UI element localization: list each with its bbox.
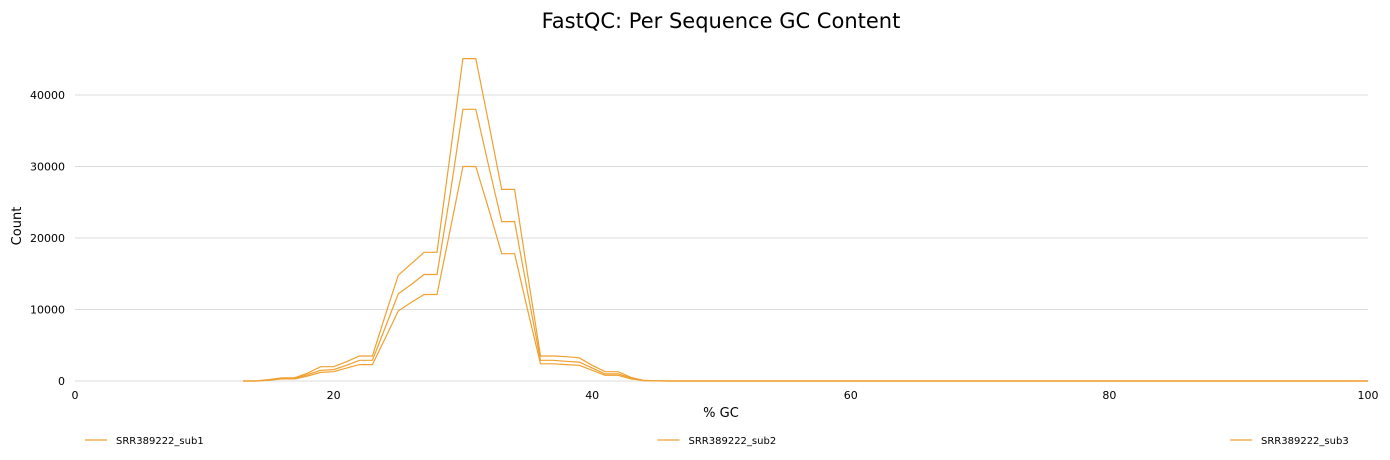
y-axis-ticks: 0 10000 20000 30000 40000 [30,89,65,388]
y-tick-label: 40000 [30,89,65,102]
series-lines [243,58,1368,382]
legend-item[interactable]: SRR389222_sub1 [85,436,204,447]
y-tick-label: 0 [58,375,65,388]
series-line-SRR389222_sub3 [243,58,1368,382]
series-line-SRR389222_sub2 [243,108,1368,382]
x-tick-label: 0 [72,389,79,402]
x-tick-label: 80 [1102,389,1116,402]
series-line-SRR389222_sub1 [243,165,1368,382]
x-axis-label: % GC [703,406,739,421]
x-tick-label: 20 [327,389,341,402]
y-tick-label: 30000 [30,161,65,174]
legend-item[interactable]: SRR389222_sub3 [1230,436,1349,447]
y-tick-label: 20000 [30,232,65,245]
legend-label: SRR389222_sub2 [689,436,777,447]
x-axis-ticks: 0 20 40 60 80 100 [72,389,1379,402]
grid-lines [75,94,1368,382]
y-axis-label: Count [10,207,25,246]
legend-item[interactable]: SRR389222_sub2 [657,436,777,447]
x-tick-label: 100 [1358,389,1379,402]
x-tick-label: 60 [844,389,858,402]
chart-title: FastQC: Per Sequence GC Content [542,9,901,33]
legend-label: SRR389222_sub3 [1261,436,1349,447]
legend-label: SRR389222_sub1 [116,436,204,447]
x-tick-label: 40 [585,389,599,402]
y-tick-label: 10000 [30,304,65,317]
legend: SRR389222_sub1 SRR389222_sub2 SRR389222_su… [85,436,1349,447]
